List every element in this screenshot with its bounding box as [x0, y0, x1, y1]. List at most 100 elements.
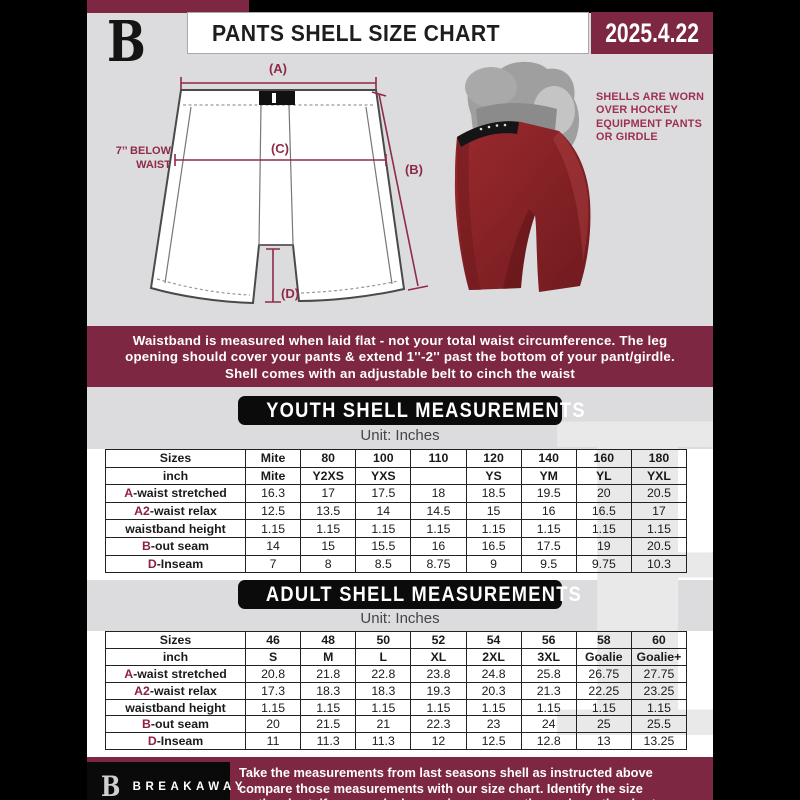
value-cell: 14.5 [410, 501, 467, 521]
adult-section-heading: ADULT SHELL MEASUREMENTS [238, 580, 581, 609]
value-cell: 11.3 [355, 732, 412, 751]
value-cell: 3XL [520, 647, 577, 666]
value-cell: 13.25 [630, 732, 688, 751]
size-chart-page: B PANTS SHELL SIZE CHART 2025.4.22 [87, 0, 713, 800]
value-cell: 11 [244, 732, 302, 751]
row-label: A2-waist relax [105, 501, 246, 521]
value-cell: 16.5 [575, 501, 632, 521]
value-cell: 17.5 [520, 536, 577, 556]
page-footer: B BREAKAWAY Take the measurements from l… [87, 757, 713, 800]
row-label-prefix: A [124, 486, 134, 501]
below-waist-note-line1: 7’’ BELOW [116, 145, 172, 157]
youth-section-heading: YOUTH SHELL MEASUREMENTS [238, 396, 585, 425]
footer-brand-logo-icon: B [101, 770, 121, 800]
dim-label-d: (D) [281, 286, 299, 301]
table-row: B-out seam 14 15 15.5 16 16.5 17.5 19 20.5 [105, 536, 688, 556]
value-cell: 16.5 [465, 536, 522, 556]
value-cell: 15.5 [355, 536, 412, 556]
top-strip-accent [87, 0, 249, 13]
value-cell: 8.5 [355, 554, 412, 574]
value-cell: XL [410, 647, 467, 666]
value-cell: 1.15 [520, 519, 577, 538]
dimension-line-a [180, 77, 377, 89]
value-cell: 18.3 [355, 681, 412, 700]
value-cell: 1.15 [410, 519, 467, 538]
table-row: B-out seam 20 21.5 21 22.3 23 24 25 25.5 [105, 715, 688, 734]
value-cell [410, 466, 467, 486]
value-cell: 24.8 [465, 664, 522, 683]
row-label: D-Inseam [105, 554, 246, 574]
pants-shell-diagram: (A) (C) (B) (D) 7’’ BELOW WAIST [116, 61, 429, 305]
row-label: Sizes [105, 449, 246, 468]
row-label-prefix: A2 [134, 683, 150, 698]
row-label: inch [105, 466, 246, 486]
value-cell: Mite [244, 449, 302, 468]
value-cell: Goalie [575, 647, 632, 666]
value-cell: YL [575, 466, 632, 486]
adult-unit-label: Unit: Inches [360, 610, 440, 627]
value-cell: 13 [575, 732, 632, 751]
value-cell: 13.5 [300, 501, 357, 521]
value-cell: 25.8 [520, 664, 577, 683]
youth-unit-label: Unit: Inches [360, 427, 440, 444]
value-cell: 1.15 [300, 519, 357, 538]
red-shell-graphic [454, 121, 591, 292]
value-cell: 25 [575, 715, 632, 734]
value-cell: 19.3 [410, 681, 467, 700]
value-cell: 1.15 [630, 519, 688, 538]
value-cell: 58 [575, 631, 632, 649]
value-cell: 9.75 [575, 554, 632, 574]
value-cell: 24 [520, 715, 577, 734]
value-cell: 17.5 [355, 484, 412, 503]
table-row: waistband height 1.15 1.15 1.15 1.15 1.15 1.15… [105, 519, 688, 538]
photo-note-line: SHELLS ARE WORN [596, 91, 705, 103]
adult-heading-text: ADULT SHELL MEASUREMENTS [265, 582, 583, 606]
value-cell: S [244, 647, 302, 666]
adult-table-band: Sizes 46 48 50 52 54 56 58 60 inch S M L XL 2XL 3XL Goal… [87, 631, 713, 757]
table-row: D-Inseam 7 8 8.5 8.75 9 9.5 9.75 10.3 [105, 554, 688, 574]
value-cell: 1.15 [355, 519, 412, 538]
value-cell: 120 [465, 449, 522, 468]
value-cell: 23.8 [410, 664, 467, 683]
value-cell: 21.8 [300, 664, 357, 683]
value-cell: 11.3 [300, 732, 357, 751]
value-cell: 20 [575, 484, 632, 503]
value-cell: 23.25 [630, 681, 688, 700]
footer-line: compare those measurements with our size… [239, 780, 643, 796]
value-cell: 20.3 [465, 681, 522, 700]
value-cell: 20.8 [244, 664, 302, 683]
row-label: B-out seam [105, 536, 246, 556]
value-cell: 1.15 [575, 698, 632, 717]
brand-logo-icon: B [107, 9, 146, 75]
value-cell: 22.8 [355, 664, 412, 683]
value-cell: 12 [410, 732, 467, 751]
footer-brand-name: BREAKAWAY [132, 780, 247, 793]
value-cell: 21 [355, 715, 412, 734]
value-cell: 10.3 [630, 554, 688, 574]
value-cell: 48 [300, 631, 357, 649]
dim-label-a: (A) [269, 61, 287, 76]
value-cell: 1.15 [355, 698, 412, 717]
row-label-prefix: D [147, 734, 157, 749]
notice-line: opening should cover your pants & extend… [125, 349, 675, 365]
value-cell: 20 [244, 715, 302, 734]
value-cell: 12.8 [520, 732, 577, 751]
value-cell: 54 [465, 631, 522, 649]
table-row: Sizes 46 48 50 52 54 56 58 60 [105, 631, 688, 649]
value-cell: 12.5 [244, 501, 302, 521]
row-label: A-waist stretched [105, 484, 246, 503]
date-text: 2025.4.22 [605, 18, 699, 48]
row-label: A-waist stretched [105, 664, 246, 683]
row-label: D-Inseam [105, 732, 246, 751]
table-row: A2-waist relax 17.3 18.3 18.3 19.3 20.3 21.3 22… [105, 681, 688, 700]
shell-product-photo [454, 61, 591, 292]
youth-size-table: Sizes Mite 80 100 110 120 140 160 180 inch Mite Y2X… [105, 449, 688, 574]
value-cell: 14 [244, 536, 302, 556]
value-cell: 1.15 [410, 698, 467, 717]
value-cell: 19.5 [520, 484, 577, 503]
row-label-prefix: B [142, 539, 151, 554]
value-cell: 23 [465, 715, 522, 734]
photo-note-line: OVER HOCKEY [596, 104, 678, 117]
table-row: A-waist stretched 16.3 17 17.5 18 18.5 19.5 20 2… [105, 484, 688, 503]
value-cell: 14 [355, 501, 412, 521]
